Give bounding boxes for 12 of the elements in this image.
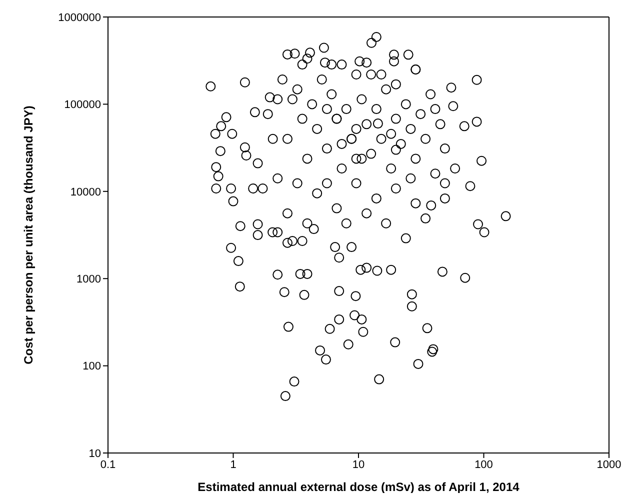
x-tick-label: 0.1 [100,458,116,471]
x-tick-label: 10 [352,458,365,471]
y-axis-title: Cost per person per unit area (thousand JPY) [21,106,36,364]
y-tick-label: 10000 [70,186,101,198]
y-tick-label: 100000 [64,99,101,112]
y-tick-label: 1000000 [58,12,101,24]
y-tick-label: 100 [82,360,101,373]
y-tick-label: 10 [88,448,101,460]
y-tick-label: 1000 [76,274,101,286]
x-tick-label: 1000 [596,458,622,471]
x-tick-label: 100 [474,458,493,471]
x-tick-label: 1 [230,458,236,471]
